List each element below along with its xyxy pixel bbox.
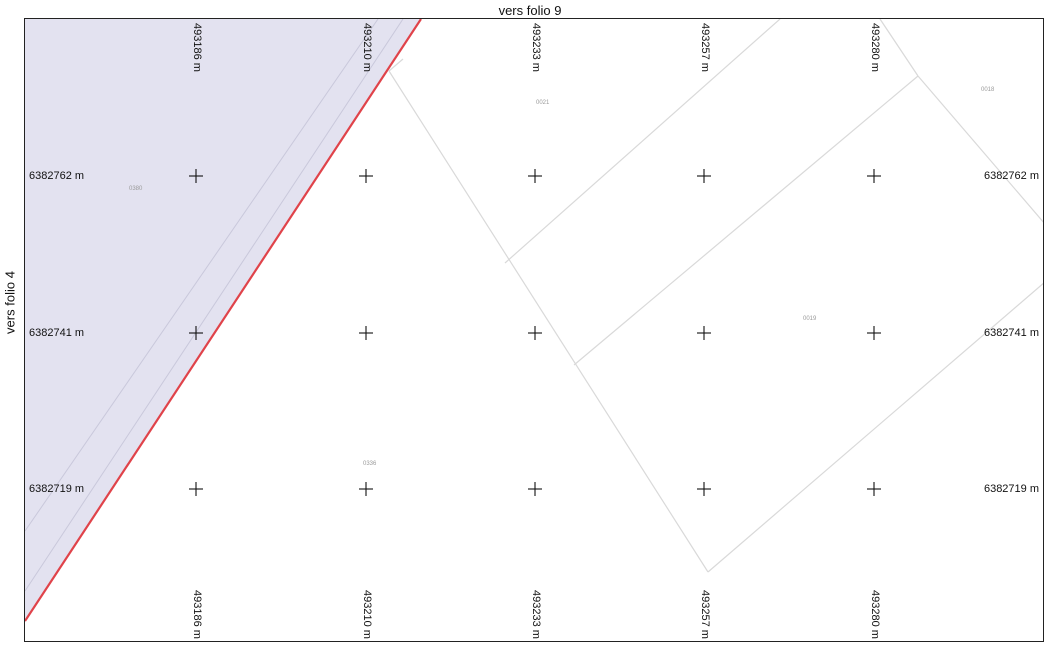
parcel-label-0380[interactable]: 0380 xyxy=(129,186,143,192)
parcel-label-0336[interactable]: 0336 xyxy=(363,461,377,467)
folio-left-label[interactable]: vers folio 4 xyxy=(2,271,18,334)
x-label-bottom-5: 493280 m xyxy=(869,590,881,639)
folio-top-label[interactable]: vers folio 9 xyxy=(498,3,562,18)
parcel-label-0021[interactable]: 0021 xyxy=(536,100,550,106)
x-label-bottom-1: 493186 m xyxy=(191,590,203,639)
y-label-left-2: 6382741 m xyxy=(29,327,85,339)
parcel-lines xyxy=(388,19,1043,573)
boundary-red-line xyxy=(25,19,422,622)
x-label-top-3: 493233 m xyxy=(530,23,542,72)
x-label-bottom-4: 493257 m xyxy=(699,590,711,639)
grid-crosses xyxy=(189,169,881,496)
zone-line-1 xyxy=(25,19,379,532)
x-label-top-5: 493280 m xyxy=(869,23,881,72)
map-canvas xyxy=(25,19,1043,622)
map-frame[interactable]: 6382762 m 6382741 m 6382719 m 6382762 m … xyxy=(24,18,1044,642)
zone-line-2 xyxy=(25,19,404,592)
y-label-right-3: 6382719 m xyxy=(983,483,1039,495)
x-label-top-4: 493257 m xyxy=(699,23,711,72)
y-label-right-1: 6382762 m xyxy=(983,170,1039,182)
x-label-top-2: 493210 m xyxy=(361,23,373,72)
parcel-label-0018[interactable]: 0018 xyxy=(981,87,995,93)
parcel-label-0019[interactable]: 0019 xyxy=(803,316,817,322)
y-label-left-1: 6382762 m xyxy=(29,170,85,182)
y-label-right-2: 6382741 m xyxy=(983,327,1039,339)
x-label-bottom-2: 493210 m xyxy=(361,590,373,639)
x-label-bottom-3: 493233 m xyxy=(530,590,542,639)
y-label-left-3: 6382719 m xyxy=(29,483,85,495)
x-label-top-1: 493186 m xyxy=(191,23,203,72)
